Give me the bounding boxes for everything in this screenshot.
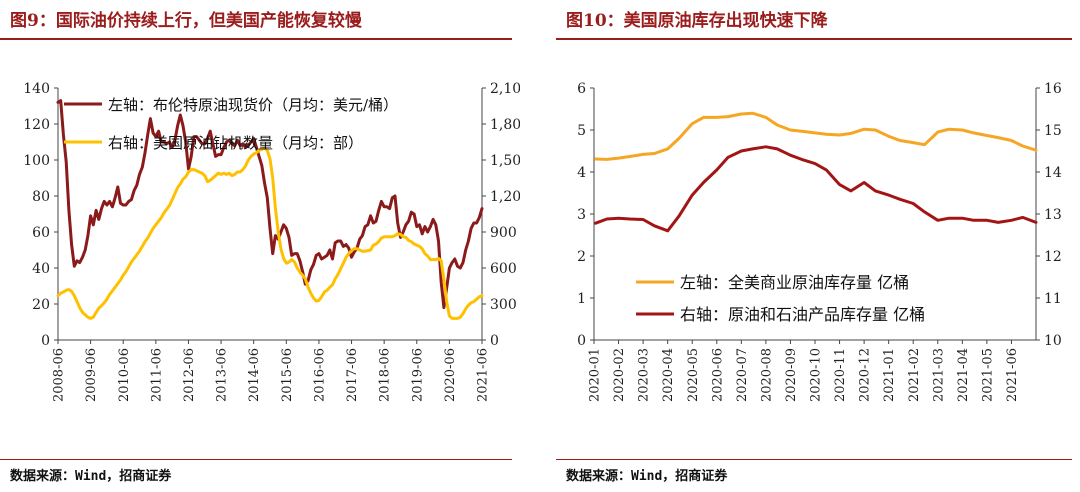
x-tick-label: 2020-10 [809, 348, 824, 402]
left-y-tick-label: 5 [577, 123, 586, 139]
x-tick-label: 2014-06 [247, 348, 262, 402]
x-tick-label: 2012-06 [182, 348, 197, 402]
x-tick-label: 2021-05 [980, 348, 995, 402]
x-tick-label: 2020-12 [858, 348, 873, 402]
left-y-tick-label: 2 [577, 249, 586, 265]
left-source-note: 数据来源：Wind，招商证券 [10, 469, 172, 484]
x-tick-label: 2020-08 [759, 348, 774, 402]
x-tick-label: 2015-06 [280, 348, 295, 402]
right-source-note: 数据来源：Wind，招商证券 [566, 469, 728, 484]
right-y-tick-label: 300 [490, 297, 517, 313]
right-y-tick-label: 1,800 [490, 117, 520, 133]
right-y-tick-label: 15 [1044, 123, 1062, 139]
left-y-tick-label: 80 [32, 189, 50, 205]
right-y-tick-label: 2,100 [490, 81, 520, 97]
right-figure-panel: 图10：美国原油库存出现快速下降 0 1 2 3 4 5 6 10 11 12 13 14 15 16 20… [556, 0, 1080, 492]
x-tick-label: 2009-06 [84, 348, 99, 402]
x-tick-label: 2020-02 [612, 348, 627, 402]
x-tick-label: 2020-05 [686, 348, 701, 402]
x-tick-label: 2020-06 [443, 348, 458, 402]
x-tick-label: 2021-03 [931, 348, 946, 402]
left-y-tick-label: 60 [32, 225, 50, 241]
left-y-tick-label: 1 [577, 291, 586, 307]
x-tick-label: 2021-02 [907, 348, 922, 402]
x-tick-label: 2020-03 [637, 348, 652, 402]
x-tick-label: 2008-06 [52, 348, 67, 402]
x-tick-label: 2020-04 [661, 348, 676, 402]
x-tick-label: 2021-06 [476, 348, 491, 402]
series-line-2 [56, 146, 484, 320]
right-y-tick-label: 11 [1044, 291, 1062, 307]
left-source-rule [0, 459, 512, 460]
x-tick-label: 2021-01 [882, 348, 897, 402]
x-tick-label: 2016-06 [312, 348, 327, 402]
x-tick-label: 2020-01 [588, 348, 603, 402]
right-figure-title: 图10：美国原油库存出现快速下降 [566, 11, 828, 31]
legend-label-2: 右轴：美国原油钻机数量（月均：部） [108, 134, 363, 152]
left-y-tick-label: 0 [41, 333, 50, 349]
right-title-rule [556, 38, 1072, 40]
x-tick-label: 2020-07 [735, 348, 750, 402]
x-tick-label: 2020-06 [710, 348, 725, 402]
x-tick-label: 2021-04 [956, 348, 971, 402]
right-y-tick-label: 16 [1044, 81, 1062, 97]
left-figure-title: 图9：国际油价持续上行，但美国产能恢复较慢 [10, 11, 362, 31]
left-y-tick-label: 0 [577, 333, 586, 349]
left-figure-panel: 图9：国际油价持续上行，但美国产能恢复较慢 0 20 40 60 80 100 120 140… [0, 0, 520, 492]
x-tick-label: 2017-06 [345, 348, 360, 402]
legend-label-1: 左轴：全美商业原油库存量 亿桶 [680, 273, 909, 292]
right-y-tick-label: 600 [490, 261, 517, 277]
left-chart: 0 20 40 60 80 100 120 140 0 300 600 900 1,200 1,500 1,… [23, 81, 520, 402]
left-y-tick-label: 3 [577, 207, 586, 223]
right-y-tick-label: 13 [1044, 207, 1062, 223]
x-tick-label: 2013-06 [215, 348, 230, 402]
legend-label-2: 右轴：原油和石油产品库存量 亿桶 [680, 305, 925, 324]
left-y-tick-label: 100 [23, 153, 50, 169]
x-tick-label: 2010-06 [117, 348, 132, 402]
right-y-tick-label: 0 [490, 333, 499, 349]
left-y-tick-label: 120 [23, 117, 50, 133]
x-tick-label: 2020-11 [833, 348, 848, 402]
x-tick-label: 2021-06 [1005, 348, 1020, 402]
series-line-1 [56, 99, 484, 310]
left-y-tick-label: 140 [23, 81, 50, 97]
left-y-tick-label: 4 [577, 165, 586, 181]
left-title-rule [0, 38, 512, 40]
right-y-tick-label: 14 [1044, 165, 1062, 181]
right-y-tick-label: 1,500 [490, 153, 520, 169]
right-y-tick-label: 10 [1044, 333, 1062, 349]
right-y-tick-label: 12 [1044, 249, 1062, 265]
right-y-tick-label: 1,200 [490, 189, 520, 205]
x-tick-label: 2018-06 [378, 348, 393, 402]
left-y-tick-label: 40 [32, 261, 50, 277]
series-line-2 [594, 145, 1038, 233]
x-tick-label: 2020-09 [784, 348, 799, 402]
series-line-1 [594, 111, 1038, 161]
legend-label-1: 左轴：布伦特原油现货价（月均：美元/桶） [108, 96, 398, 114]
left-y-tick-label: 20 [32, 297, 50, 313]
x-tick-label: 2019-06 [410, 348, 425, 402]
left-y-tick-label: 6 [577, 81, 586, 97]
x-tick-label: 2011-06 [149, 348, 164, 402]
right-source-rule [556, 459, 1072, 460]
right-y-tick-label: 900 [490, 225, 517, 241]
